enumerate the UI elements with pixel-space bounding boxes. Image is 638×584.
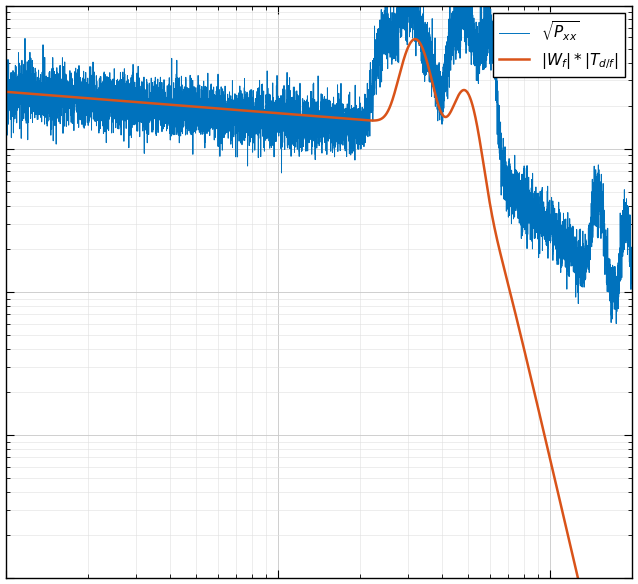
$\sqrt{P_{xx}}$ <box>628 258 636 265</box>
$|W_f| * |T_{d/f}|$ <box>400 55 408 62</box>
$|W_f| * |T_{d/f}|$ <box>373 117 380 124</box>
$|W_f| * |T_{d/f}|$ <box>412 36 419 43</box>
$\sqrt{P_{xx}}$ <box>228 144 236 151</box>
$\sqrt{P_{xx}}$ <box>33 84 41 91</box>
Line: $|W_f| * |T_{d/f}|$: $|W_f| * |T_{d/f}|$ <box>6 39 632 584</box>
$|W_f| * |T_{d/f}|$ <box>33 91 41 98</box>
$|W_f| * |T_{d/f}|$ <box>500 264 508 271</box>
$|W_f| * |T_{d/f}|$ <box>228 106 236 113</box>
$\sqrt{P_{xx}}$ <box>466 48 474 55</box>
$|W_f| * |T_{d/f}|$ <box>2 88 10 95</box>
$\sqrt{P_{xx}}$ <box>2 85 10 92</box>
Legend: $\sqrt{P_{xx}}$, $|W_f| * |T_{d/f}|$: $\sqrt{P_{xx}}$, $|W_f| * |T_{d/f}|$ <box>493 13 625 77</box>
$\sqrt{P_{xx}}$ <box>500 195 508 202</box>
$\sqrt{P_{xx}}$ <box>373 30 380 37</box>
$\sqrt{P_{xx}}$ <box>612 320 620 327</box>
$\sqrt{P_{xx}}$ <box>400 14 408 21</box>
$|W_f| * |T_{d/f}|$ <box>466 95 474 102</box>
Line: $\sqrt{P_{xx}}$: $\sqrt{P_{xx}}$ <box>6 0 632 324</box>
